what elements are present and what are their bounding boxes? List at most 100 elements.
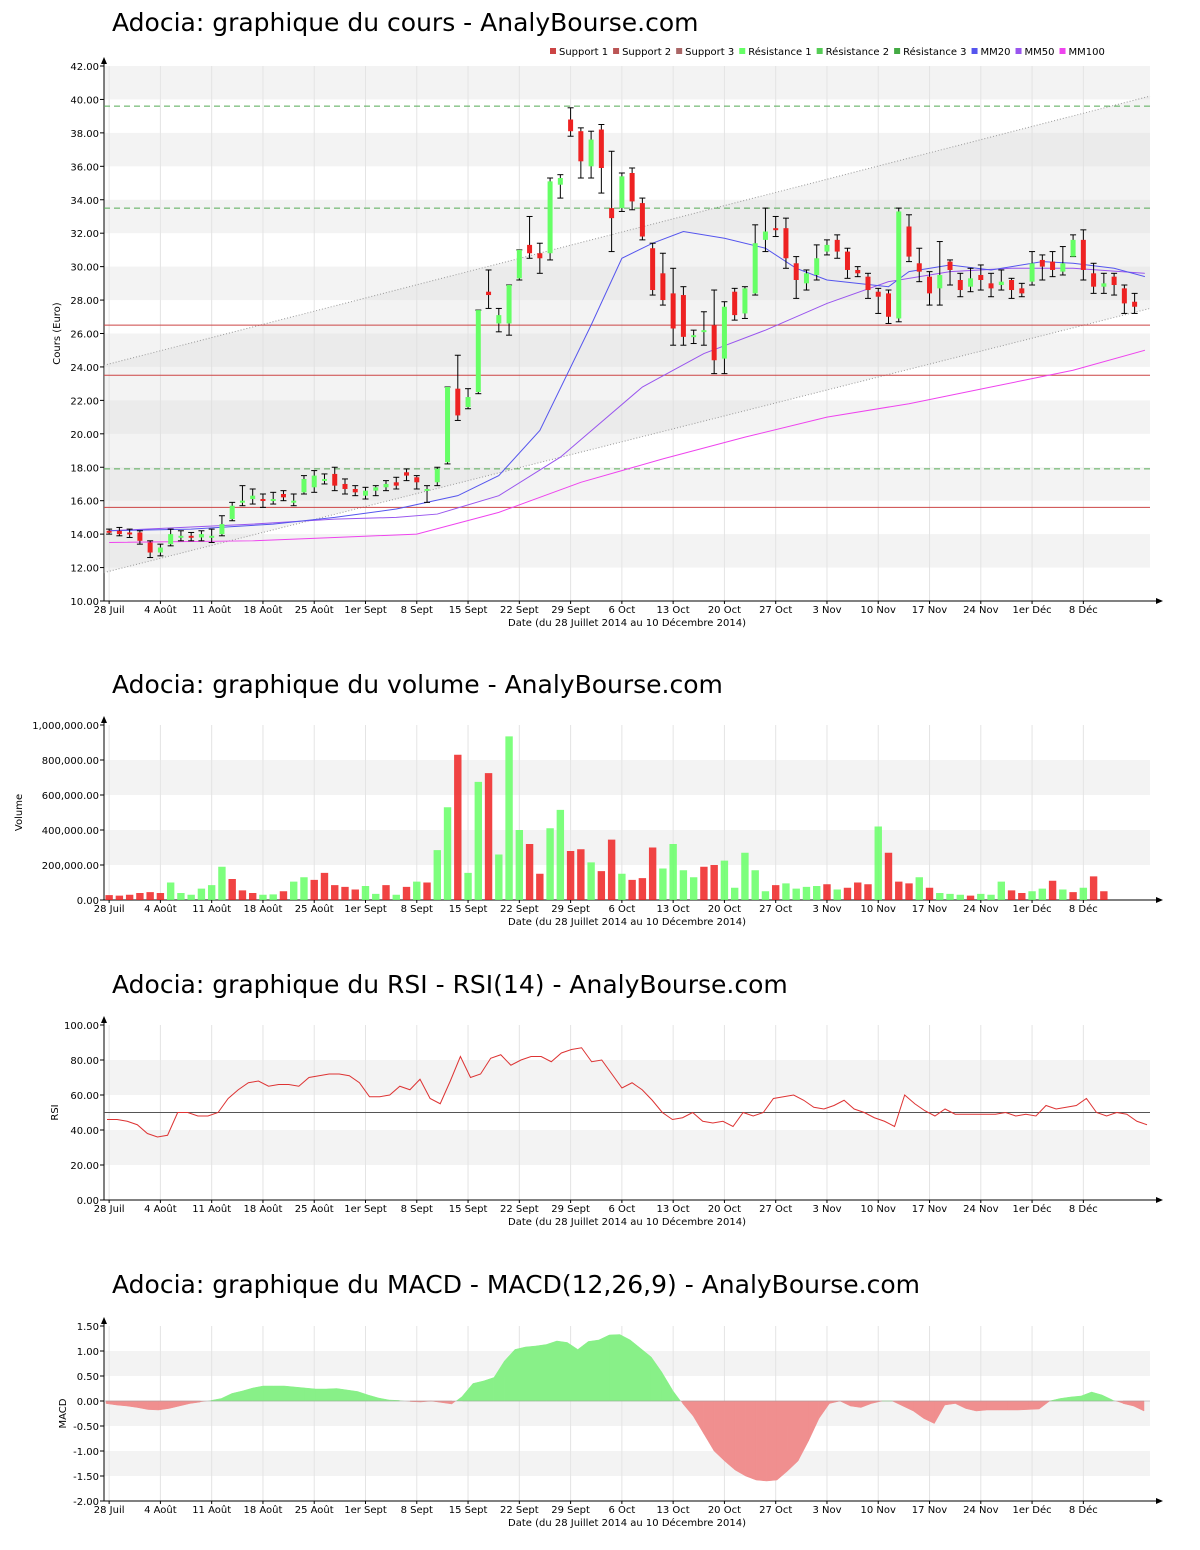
y-tick-label: 24.00 [70, 363, 99, 374]
candle-body [701, 330, 707, 333]
candle [516, 249, 523, 281]
macd-area-positive [325, 1388, 337, 1402]
y-tick-label: -1.50 [73, 1472, 99, 1483]
x-tick-label: 4 Août [144, 1504, 177, 1516]
legend-swatch [550, 48, 556, 54]
candle [752, 224, 759, 296]
candle-body [147, 542, 153, 553]
volume-bar [423, 882, 431, 900]
candle [1131, 292, 1138, 314]
candle [270, 491, 277, 505]
candle [926, 271, 933, 306]
candle-body [1080, 239, 1086, 270]
volume-bar [115, 895, 124, 900]
x-tick-label: 29 Sept [551, 1505, 590, 1516]
x-tick-label: 1er Sept [344, 605, 387, 616]
macd-area-positive [242, 1387, 254, 1402]
volume-bar [300, 877, 308, 900]
y-tick-label: 18.00 [70, 463, 99, 474]
y-tick-label: 1.00 [77, 1347, 99, 1358]
macd-area-negative [808, 1400, 820, 1442]
macd-chart: -2.00 -1.50 -1.00 -0.50 0.00 0.50 1.00 1.50 28 J… [58, 1317, 1163, 1529]
candle [700, 311, 707, 346]
legend-label: Support 3 [685, 47, 734, 58]
volume-bar [669, 844, 677, 900]
candle [1080, 229, 1087, 281]
price-chart: 10.00 12.00 14.00 16.00 18.00 20.00 22.00 24.00… [52, 46, 1163, 629]
candle-body [239, 500, 245, 503]
y-tick-label: 0.50 [77, 1372, 99, 1383]
y-tick-label: 12.00 [70, 564, 99, 575]
x-tick-label: 18 Août [243, 604, 282, 616]
candle-body [855, 269, 861, 274]
candle-body [496, 315, 502, 324]
candle-body [332, 473, 338, 486]
volume-bar [587, 862, 595, 900]
volume-bar [730, 887, 739, 900]
x-tick-label: 24 Nov [963, 904, 999, 915]
volume-bar [536, 873, 544, 900]
candle [280, 490, 287, 502]
candle-body [106, 530, 112, 533]
candle [208, 528, 215, 543]
candle [1029, 251, 1036, 286]
volume-bar [874, 826, 882, 900]
x-tick-label: 24 Nov [963, 1505, 999, 1516]
x-tick-label: 17 Nov [912, 1204, 948, 1215]
candle [864, 272, 871, 299]
x-axis-label: Date (du 28 Juillet 2014 au 10 Décembre … [508, 1517, 746, 1529]
candle-body [506, 285, 512, 324]
legend-swatch [1059, 48, 1066, 54]
macd-area-positive [577, 1340, 589, 1402]
legend-label: Résistance 2 [826, 46, 889, 58]
candle-body [1009, 280, 1015, 291]
y-tick-label: 20.00 [70, 430, 99, 441]
x-tick-label: 25 Août [295, 1203, 334, 1215]
candle [413, 475, 420, 490]
legend-swatch [739, 48, 746, 54]
candle-body [1091, 273, 1097, 287]
candle [106, 528, 113, 535]
macd-area-negative [713, 1400, 725, 1462]
volume-bar [689, 877, 698, 900]
candle [618, 172, 625, 212]
candle [711, 289, 718, 375]
legend-swatch [894, 48, 901, 54]
candle-body [968, 278, 974, 287]
x-tick-label: 13 Oct [657, 904, 690, 915]
y-tick-label: 40.00 [70, 1126, 99, 1137]
candle-body [783, 228, 789, 259]
x-tick-label: 24 Nov [963, 605, 999, 616]
macd-area-negative [975, 1400, 987, 1412]
macd-area-positive [525, 1345, 537, 1402]
candle [341, 478, 348, 495]
macd-area-negative [680, 1401, 683, 1404]
x-tick-label: 25 Août [295, 604, 334, 616]
grid-band [104, 1130, 1150, 1165]
x-tick-label: 11 Août [192, 903, 231, 915]
volume-bar [259, 894, 267, 900]
x-tick-label: 3 Nov [812, 904, 841, 915]
y-tick-label: 400,000.00 [42, 826, 99, 837]
x-tick-label: 10 Nov [861, 605, 897, 616]
volume-bar [177, 893, 185, 900]
legend-label: Résistance 1 [748, 46, 811, 58]
volume-bar [187, 894, 195, 900]
macd-area-positive [629, 1339, 641, 1402]
volume-bar [833, 889, 841, 900]
volume-bar [392, 894, 400, 900]
candle-body [404, 472, 410, 476]
candle [403, 468, 410, 482]
macd-area-positive [1049, 1398, 1061, 1402]
legend-swatch [676, 48, 683, 54]
macd-area-negative [745, 1400, 757, 1481]
volume-bar [228, 879, 236, 900]
price-panel: Adocia: graphique du cours - AnalyBourse… [0, 0, 1200, 640]
x-tick-label: 20 Oct [708, 1204, 741, 1215]
macd-area-negative [724, 1400, 736, 1471]
y-tick-label: 16.00 [70, 497, 99, 508]
volume-bar [1028, 891, 1036, 900]
candle [239, 485, 246, 507]
macd-area-positive [546, 1340, 558, 1402]
y-axis-label: Volume [14, 794, 25, 831]
